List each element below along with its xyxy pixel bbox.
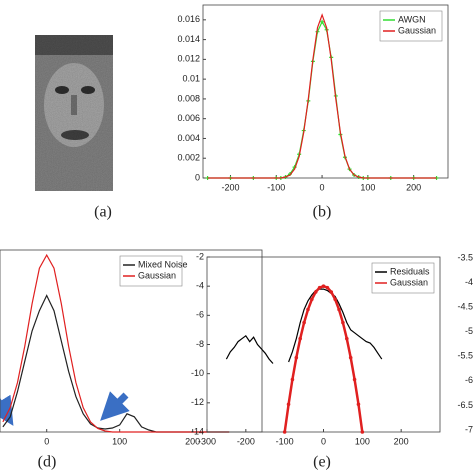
x-tick-label: -200: [237, 436, 255, 446]
x-tick-label: 100: [355, 436, 370, 446]
marker: [321, 284, 326, 288]
marker: [345, 336, 349, 341]
marker: [325, 285, 330, 290]
x-tick-label: 200: [406, 182, 421, 192]
marker: [286, 402, 291, 407]
y-tick-label: -6: [465, 375, 473, 385]
marker: [313, 290, 318, 294]
y-tick-label: -8: [196, 339, 204, 349]
y-tick-label: -3.5: [457, 252, 473, 262]
caption: (a): [94, 204, 112, 221]
y-tick-label: -5.5: [457, 351, 473, 361]
caption: (d): [38, 454, 57, 471]
y-tick-label: 0.008: [177, 93, 200, 103]
marker: [329, 290, 334, 294]
x-tick-label: 100: [112, 436, 127, 446]
y-tick-label: -4: [196, 281, 204, 291]
y-tick-label: -5: [465, 326, 473, 336]
marker: [294, 355, 299, 360]
marker: [360, 430, 365, 434]
y-tick-label: 0.004: [177, 133, 200, 143]
series-line: [2, 294, 230, 433]
y-tick-label: -4: [465, 277, 473, 287]
x-tick-label: 0: [320, 182, 325, 192]
marker: [356, 402, 361, 407]
series-line: [207, 20, 437, 179]
marker: [282, 430, 287, 434]
arrows: [0, 391, 130, 426]
y-tick-label: -6: [196, 310, 204, 320]
x-tick-label: -100: [276, 436, 294, 446]
x-tick-label: -200: [221, 182, 239, 192]
x-tick-label: 200: [185, 436, 200, 446]
series-line: [207, 13, 437, 179]
y-tick-label: 0.014: [177, 34, 200, 44]
y-tick-label: 0.01: [182, 74, 200, 84]
y-tick-label: -2: [196, 251, 204, 261]
x-tick-label: -300: [198, 436, 216, 446]
legend-label: Gaussian: [138, 270, 176, 280]
x-tick-label: 100: [360, 182, 375, 192]
plot-frame: [202, 4, 449, 179]
y-tick-label: -12: [191, 397, 204, 407]
y-tick-label: -10: [191, 368, 204, 378]
y-tick-label: 0.002: [177, 153, 200, 163]
marker: [310, 297, 314, 302]
y-tick-label: -4.5: [457, 302, 473, 312]
legend-label: Gaussian: [390, 277, 428, 287]
x-tick-label: -100: [267, 182, 285, 192]
y-tick-label: 0.006: [177, 113, 200, 123]
caption: (b): [313, 204, 332, 221]
series-line: [2, 253, 230, 433]
x-tick-label: 0: [321, 436, 326, 446]
legend-label: AWGN: [398, 14, 426, 24]
marker: [290, 377, 295, 382]
y-tick-label: 0: [195, 172, 200, 182]
legend-box: [371, 262, 435, 294]
y-tick-label: -14: [191, 426, 204, 436]
marker: [341, 320, 345, 325]
y-tick-label: 0.016: [177, 14, 200, 24]
legend-label: Gaussian: [398, 25, 436, 35]
marker: [302, 320, 306, 325]
series-line: [225, 288, 383, 364]
marker: [352, 377, 357, 382]
marker: [320, 19, 325, 24]
caption: (e): [313, 454, 331, 471]
y-tick-label: -6.5: [457, 400, 473, 410]
y-tick-label: 0.012: [177, 54, 200, 64]
marker: [298, 336, 303, 341]
marker: [317, 285, 322, 290]
marker: [333, 297, 337, 302]
face-image: [35, 35, 113, 191]
x-tick-label: 200: [394, 436, 409, 446]
marker: [337, 307, 341, 312]
legend-box: [119, 255, 183, 287]
legend-box: [379, 10, 443, 42]
marker: [306, 307, 310, 312]
marker: [348, 355, 353, 360]
legend-label: Residuals: [390, 266, 430, 276]
y-tick-label: -7: [465, 424, 473, 434]
x-tick-label: 0: [44, 436, 49, 446]
legend-label: Mixed Noise: [138, 259, 188, 269]
